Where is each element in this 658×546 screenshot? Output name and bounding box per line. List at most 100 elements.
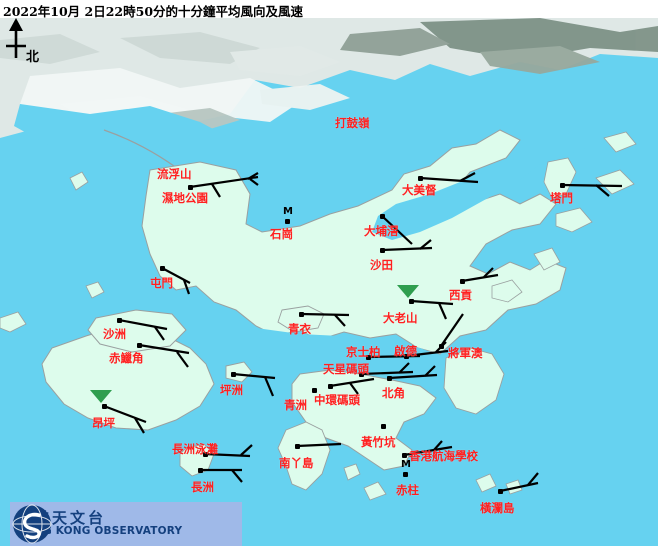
station-dot-icon bbox=[380, 248, 385, 253]
station-dot-icon bbox=[366, 355, 371, 360]
new-territories-landmass bbox=[141, 129, 567, 355]
wind-barb bbox=[118, 318, 168, 341]
station-dot-icon bbox=[137, 343, 142, 348]
station-dot-icon bbox=[460, 279, 465, 284]
wind-barb bbox=[189, 172, 259, 198]
station-label: 大埔滘 bbox=[364, 224, 399, 238]
station-label: 打鼓嶺 bbox=[335, 116, 370, 130]
station-label: 啟德 bbox=[394, 344, 417, 358]
station-label: 黃竹坑 bbox=[361, 435, 396, 449]
hko-logo: 香港天文台 HONG KONG OBSERVATORY bbox=[10, 502, 242, 546]
station-dot-icon bbox=[418, 176, 423, 181]
north-arrow-icon bbox=[6, 18, 26, 58]
wind-barb bbox=[461, 267, 499, 283]
station-dot-icon bbox=[404, 354, 409, 359]
map-geography bbox=[0, 18, 658, 546]
wind-barb bbox=[403, 440, 453, 457]
station-label: 北角 bbox=[382, 386, 405, 400]
station-m-marker: M bbox=[401, 459, 411, 470]
station-dot-icon bbox=[560, 183, 565, 188]
page-title: 2022年10月 2日22時50分的十分鐘平均風向及風速 bbox=[3, 4, 304, 19]
tolo-channel bbox=[520, 126, 620, 168]
peng-chau-island bbox=[225, 361, 253, 383]
station-dot-icon bbox=[498, 489, 503, 494]
station-label: 南丫島 bbox=[279, 456, 314, 470]
map-canvas: 打鼓嶺 流浮山 濕地公園 M 石崗 大美督 塔門 大埔滘 沙田 屯門 沙洲 赤鱲角 昂坪 青衣 大老山 西貢將… bbox=[0, 18, 658, 546]
station-label: 天星碼頭 bbox=[323, 362, 369, 376]
station-label: 沙洲 bbox=[103, 327, 126, 341]
victoria-harbour bbox=[250, 328, 446, 370]
wind-barb bbox=[381, 239, 433, 252]
wind-barb bbox=[410, 299, 454, 320]
station-dot-icon bbox=[439, 344, 444, 349]
wind-barb bbox=[499, 472, 539, 493]
sai-kung-islands bbox=[491, 169, 635, 303]
mountain-station-triangle-icon bbox=[397, 285, 419, 298]
station-label: 香港航海學校 bbox=[409, 449, 478, 463]
station-label: 沙田 bbox=[370, 258, 393, 272]
station-label: 大老山 bbox=[383, 311, 418, 325]
logo-english-name: HONG KONG OBSERVATORY bbox=[16, 525, 183, 538]
station-label: 中環碼頭 bbox=[314, 393, 360, 407]
station-label: 流浮山 bbox=[157, 167, 192, 181]
station-dot-icon bbox=[188, 185, 193, 190]
station-label: 赤鱲角 bbox=[109, 351, 144, 365]
wind-barb bbox=[161, 267, 191, 295]
wind-barb bbox=[440, 313, 464, 347]
station-label: 西貢 bbox=[449, 288, 472, 302]
station-label: 塔門 bbox=[550, 191, 573, 205]
wind-barb-layer bbox=[103, 172, 623, 493]
station-label: 將軍澳 bbox=[448, 346, 483, 360]
wind-barb bbox=[381, 215, 413, 245]
lamma-island bbox=[277, 421, 331, 491]
north-label: 北 bbox=[26, 50, 40, 65]
station-dot-icon bbox=[203, 452, 208, 457]
wind-barb bbox=[138, 343, 190, 368]
station-dot-icon bbox=[312, 388, 317, 393]
wind-barb bbox=[329, 377, 375, 395]
station-label: 長洲 bbox=[191, 480, 214, 494]
clear-water-bay-peninsula bbox=[443, 347, 505, 415]
wind-barb bbox=[103, 404, 147, 434]
station-dot-icon bbox=[299, 312, 304, 317]
station-dot-icon bbox=[102, 404, 107, 409]
station-label: 京士柏 bbox=[346, 345, 381, 359]
station-dot-icon bbox=[328, 384, 333, 389]
station-dot-icon bbox=[285, 219, 290, 224]
station-dot-icon bbox=[231, 372, 236, 377]
station-dot-icon bbox=[381, 424, 386, 429]
wind-barb bbox=[296, 442, 342, 448]
station-dot-icon bbox=[117, 318, 122, 323]
station-dot-icon bbox=[160, 266, 165, 271]
station-dot-icon bbox=[402, 453, 407, 458]
chek-lap-kok-airport bbox=[87, 309, 187, 353]
station-label: 昂坪 bbox=[92, 416, 115, 430]
western-islets bbox=[0, 171, 105, 333]
station-dot-icon bbox=[403, 472, 408, 477]
station-label: 大美督 bbox=[402, 183, 437, 197]
station-label: 濕地公園 bbox=[162, 191, 208, 205]
station-label: 長洲泳灘 bbox=[172, 442, 218, 456]
tap-mun-island bbox=[543, 157, 577, 199]
wind-barb bbox=[232, 372, 276, 397]
station-dot-icon bbox=[380, 214, 385, 219]
station-label: 青洲 bbox=[284, 398, 307, 412]
title-bar: 2022年10月 2日22時50分的十分鐘平均風向及風速 bbox=[0, 0, 658, 19]
wind-barb bbox=[360, 362, 414, 376]
wind-barb bbox=[204, 444, 253, 458]
station-label: 橫瀾島 bbox=[480, 501, 515, 515]
southern-islets bbox=[343, 463, 497, 501]
station-label: 屯門 bbox=[150, 276, 173, 290]
wind-barb bbox=[300, 312, 350, 327]
tolo-harbour bbox=[372, 150, 548, 240]
wind-barb bbox=[419, 172, 479, 184]
station-label: 赤柱 bbox=[396, 483, 419, 497]
northeast-islets bbox=[603, 131, 637, 153]
wind-barb bbox=[200, 468, 243, 483]
station-dot-icon bbox=[409, 299, 414, 304]
station-label: 坪洲 bbox=[220, 383, 243, 397]
station-label: 石崗 bbox=[270, 227, 293, 241]
wind-barb bbox=[561, 183, 623, 197]
tsing-yi-island bbox=[277, 305, 325, 333]
